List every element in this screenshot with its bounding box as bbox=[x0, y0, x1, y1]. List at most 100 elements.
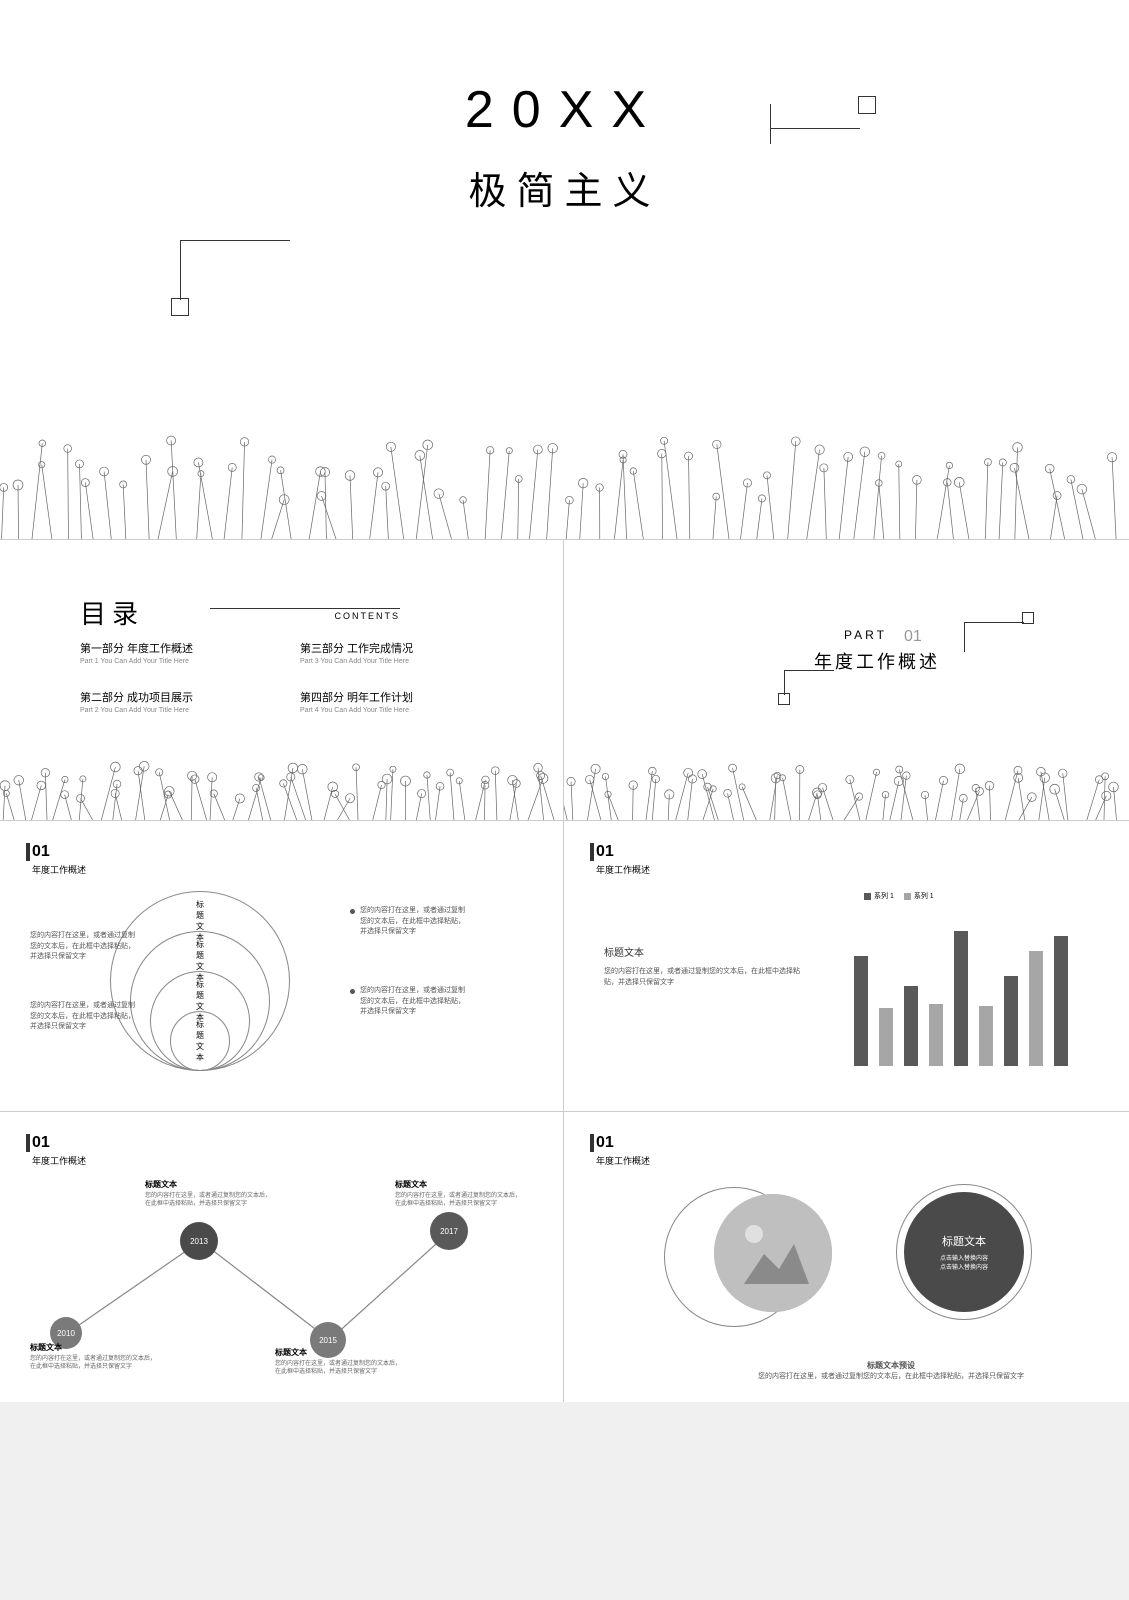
timeline-text: 标题文本您的内容打在这里，或者通过复制您的文本后，在此框中选择粘贴，并选择只保留… bbox=[145, 1179, 275, 1209]
deco-line bbox=[770, 128, 860, 129]
chart-bar bbox=[879, 1008, 893, 1066]
toc-grid: 第一部分 年度工作概述 Part 1 You Can Add Your Title… bbox=[80, 640, 490, 714]
header-bar bbox=[26, 843, 30, 861]
text-block: 您的内容打在这里，或者通过复制您的文本后，在此框中选择粘贴，并选择只保留文字 bbox=[30, 931, 140, 963]
bottom-text: 标题文本预设 您的内容打在这里，或者通过复制您的文本后，在此框中选择粘贴，并选择… bbox=[714, 1360, 1068, 1383]
circles-slide: 01 年度工作概述 标题文本标题文本标题文本标题文本 您的内容打在这里，或者通过… bbox=[0, 821, 564, 1111]
toc-item-cn: 第二部分 成功项目展示 bbox=[80, 689, 270, 705]
section-number: 01 bbox=[32, 843, 50, 860]
deco-line bbox=[770, 104, 771, 144]
connector-dot bbox=[350, 989, 355, 994]
chart-bar bbox=[954, 931, 968, 1066]
toc-item-cn: 第四部分 明年工作计划 bbox=[300, 689, 490, 705]
header-bar bbox=[590, 843, 594, 861]
legend-item: 系列 1 bbox=[904, 893, 934, 900]
timeline-text: 标题文本您的内容打在这里，或者通过复制您的文本后，在此框中选择粘贴，并选择只保留… bbox=[395, 1179, 525, 1209]
title-subtitle: 极简主义 bbox=[468, 160, 660, 215]
photo-placeholder-icon bbox=[714, 1194, 832, 1312]
timeline: 2010201320152017标题文本您的内容打在这里，或者通过复制您的文本后… bbox=[30, 1187, 543, 1367]
legend-swatch bbox=[864, 893, 871, 900]
grass-decoration bbox=[0, 429, 1129, 539]
deco-line bbox=[180, 240, 181, 300]
text-block: 您的内容打在这里，或者通过复制您的文本后，在此框中选择粘贴，并选择只保留文字 bbox=[360, 906, 470, 938]
timeline-text-body: 您的内容打在这里，或者通过复制您的文本后，在此框中选择粘贴，并选择只保留文字 bbox=[395, 1192, 525, 1209]
legend-swatch bbox=[904, 893, 911, 900]
deco-box bbox=[1022, 612, 1034, 624]
chart-bar bbox=[929, 1004, 943, 1066]
timeline-text-title: 标题文本 bbox=[275, 1347, 405, 1358]
toc-item-en: Part 3 You Can Add Your Title Here bbox=[300, 658, 490, 665]
header-bar bbox=[590, 1134, 594, 1152]
toc-item-cn: 第一部分 年度工作概述 bbox=[80, 640, 270, 656]
part-label: PART bbox=[844, 628, 887, 642]
bar-chart-slide: 01 年度工作概述 系列 1 系列 1 标题文本 您的内容打在这里，或者通过复制您… bbox=[564, 821, 1128, 1111]
chart-bar bbox=[1054, 936, 1068, 1066]
timeline-node: 2013 bbox=[180, 1222, 218, 1260]
timeline-text-title: 标题文本 bbox=[395, 1179, 525, 1190]
section-subtitle: 年度工作概述 bbox=[32, 1154, 86, 1167]
timeline-slide: 01 年度工作概述 2010201320152017标题文本您的内容打在这里，或… bbox=[0, 1112, 564, 1402]
circle-outline bbox=[896, 1184, 1032, 1320]
grass-decoration bbox=[0, 760, 563, 820]
timeline-text: 标题文本您的内容打在这里，或者通过复制您的文本后，在此框中选择粘贴，并选择只保留… bbox=[275, 1347, 405, 1377]
timeline-text: 标题文本您的内容打在这里，或者通过复制您的文本后，在此框中选择粘贴，并选择只保留… bbox=[30, 1342, 160, 1372]
toc-item-cn: 第三部分 工作完成情况 bbox=[300, 640, 490, 656]
circles-photo-slide: 01 年度工作概述 标题文本 点击输入替换内容 点击输入替换内容 标题文本预设 … bbox=[564, 1112, 1128, 1402]
deco-box bbox=[778, 693, 790, 705]
chart-bar bbox=[854, 956, 868, 1066]
toc-title: 目录 bbox=[80, 594, 144, 631]
chart-bar bbox=[979, 1006, 993, 1066]
bottom-title: 标题文本预设 bbox=[714, 1360, 1068, 1372]
deco-line bbox=[784, 670, 834, 671]
connector-dot bbox=[350, 909, 355, 914]
circle-label: 标题文本 bbox=[196, 1019, 204, 1063]
timeline-text-body: 您的内容打在这里，或者通过复制您的文本后，在此框中选择粘贴，并选择只保留文字 bbox=[275, 1360, 405, 1377]
bottom-body: 您的内容打在这里，或者通过复制您的文本后，在此框中选择粘贴，并选择只保留文字 bbox=[714, 1372, 1068, 1383]
deco-box bbox=[858, 96, 876, 114]
toc-item-en: Part 1 You Can Add Your Title Here bbox=[80, 658, 270, 665]
deco-line bbox=[964, 622, 965, 652]
bar-chart bbox=[854, 916, 1094, 1066]
section-number: 01 bbox=[596, 1134, 614, 1151]
text-body: 您的内容打在这里，或者通过复制您的文本后，在此框中选择粘贴，并选择只保留文字 bbox=[604, 967, 804, 988]
section-header: 01 年度工作概述 bbox=[26, 843, 86, 876]
timeline-text-title: 标题文本 bbox=[145, 1179, 275, 1190]
toc-item: 第一部分 年度工作概述 Part 1 You Can Add Your Title… bbox=[80, 640, 270, 665]
legend-item: 系列 1 bbox=[864, 893, 894, 900]
circle-image bbox=[714, 1194, 832, 1312]
toc-item-en: Part 4 You Can Add Your Title Here bbox=[300, 707, 490, 714]
chart-bar bbox=[904, 986, 918, 1066]
title-year: 20XX bbox=[465, 80, 664, 140]
header-bar bbox=[26, 1134, 30, 1152]
timeline-text-title: 标题文本 bbox=[30, 1342, 160, 1353]
text-block: 您的内容打在这里，或者通过复制您的文本后，在此框中选择粘贴，并选择只保留文字 bbox=[30, 1001, 140, 1033]
timeline-text-body: 您的内容打在这里，或者通过复制您的文本后，在此框中选择粘贴，并选择只保留文字 bbox=[30, 1355, 160, 1372]
toc-item: 第二部分 成功项目展示 Part 2 You Can Add Your Title… bbox=[80, 689, 270, 714]
deco-box bbox=[171, 298, 189, 316]
text-title: 标题文本 bbox=[604, 946, 804, 961]
toc-item: 第三部分 工作完成情况 Part 3 You Can Add Your Title… bbox=[300, 640, 490, 665]
section-subtitle: 年度工作概述 bbox=[596, 1154, 650, 1167]
deco-line bbox=[964, 622, 1024, 623]
chart-bar bbox=[1004, 976, 1018, 1066]
toc-slide: 目录 CONTENTS 第一部分 年度工作概述 Part 1 You Can Ad… bbox=[0, 540, 564, 820]
section-subtitle: 年度工作概述 bbox=[596, 863, 650, 876]
timeline-text-body: 您的内容打在这里，或者通过复制您的文本后，在此框中选择粘贴，并选择只保留文字 bbox=[145, 1192, 275, 1209]
chart-title-text: 标题文本 您的内容打在这里，或者通过复制您的文本后，在此框中选择粘贴，并选择只保… bbox=[604, 946, 804, 988]
title-slide: 20XX 极简主义 bbox=[0, 0, 1129, 540]
deco-line bbox=[784, 670, 785, 695]
toc-item-en: Part 2 You Can Add Your Title Here bbox=[80, 707, 270, 714]
timeline-node: 2017 bbox=[430, 1212, 468, 1250]
section-header: 01 年度工作概述 bbox=[590, 1134, 650, 1167]
toc-item: 第四部分 明年工作计划 Part 4 You Can Add Your Title… bbox=[300, 689, 490, 714]
chart-legend: 系列 1 系列 1 bbox=[864, 891, 944, 901]
section-header: 01 年度工作概述 bbox=[26, 1134, 86, 1167]
toc-contents-label: CONTENTS bbox=[210, 608, 400, 621]
chart-bar bbox=[1029, 951, 1043, 1066]
deco-line bbox=[180, 240, 290, 241]
text-block: 您的内容打在这里，或者通过复制您的文本后，在此框中选择粘贴，并选择只保留文字 bbox=[360, 986, 470, 1018]
part-number: 01 bbox=[904, 628, 922, 646]
timeline-lines bbox=[30, 1187, 543, 1367]
section-divider-slide: PART 01 年度工作概述 bbox=[564, 540, 1128, 820]
section-number: 01 bbox=[596, 843, 614, 860]
